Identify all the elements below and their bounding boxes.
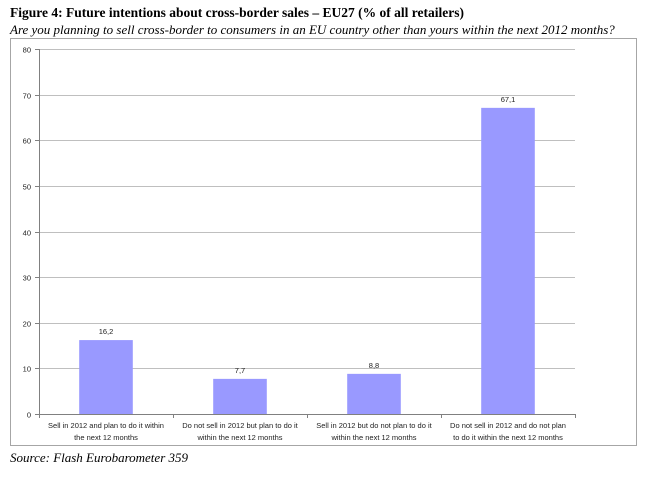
figure-title: Figure 4: Future intentions about cross-… xyxy=(10,5,464,20)
x-category-label: within the next 12 months xyxy=(196,433,282,442)
bar xyxy=(347,373,401,414)
bar xyxy=(481,107,535,414)
x-category-label: Sell in 2012 but do not plan to do it xyxy=(316,421,432,430)
bar xyxy=(213,378,267,414)
data-label: 67,1 xyxy=(501,95,516,104)
y-tick-label: 40 xyxy=(23,229,31,238)
y-tick-label: 60 xyxy=(23,137,31,146)
y-tick-label: 0 xyxy=(27,411,31,420)
figure-source: Source: Flash Eurobarometer 359 xyxy=(10,450,189,465)
x-category-label: Do not sell in 2012 but plan to do it xyxy=(182,421,298,430)
bars xyxy=(79,107,535,414)
axes xyxy=(35,49,576,418)
x-category-label: the next 12 months xyxy=(74,433,138,442)
y-tick-label: 10 xyxy=(23,365,31,374)
x-category-label: within the next 12 months xyxy=(330,433,416,442)
bar xyxy=(79,340,133,414)
y-tick-label: 30 xyxy=(23,274,31,283)
y-tick-label: 80 xyxy=(23,46,31,55)
data-label: 16,2 xyxy=(99,327,114,336)
figure-subtitle: Are you planning to sell cross-border to… xyxy=(10,22,615,37)
data-label: 8,8 xyxy=(369,361,379,370)
data-label: 7,7 xyxy=(235,366,245,375)
y-tick-label: 50 xyxy=(23,183,31,192)
y-tick-label: 70 xyxy=(23,92,31,101)
x-category-label: to do it within the next 12 months xyxy=(453,433,563,442)
labels: 0 10 20 30 40 50 60 70 80 16,2 Sell in 2012 and pl… xyxy=(23,46,566,443)
y-tick-label: 20 xyxy=(23,320,31,329)
x-category-label: Sell in 2012 and plan to do it within xyxy=(48,421,164,430)
x-category-label: Do not sell in 2012 and do not plan xyxy=(450,421,566,430)
